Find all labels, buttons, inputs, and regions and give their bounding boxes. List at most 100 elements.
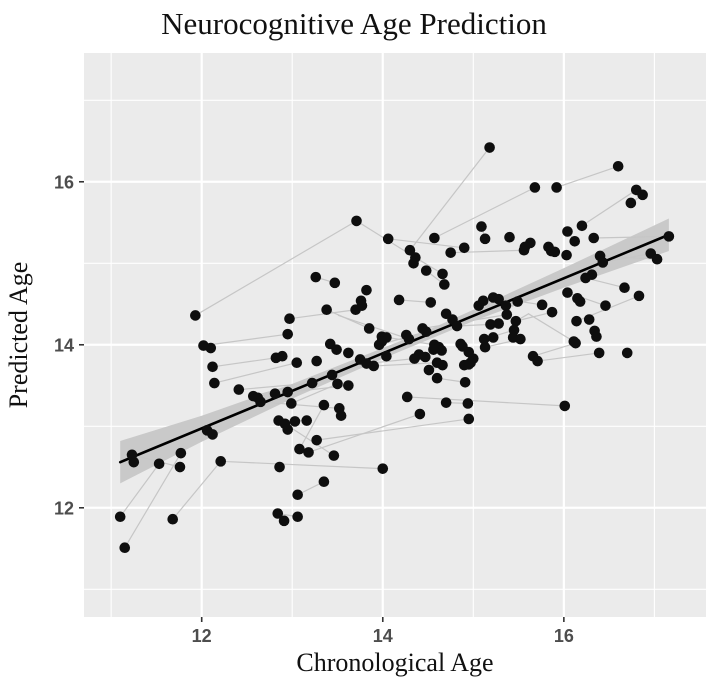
data-point [381,350,392,362]
data-point [515,333,526,345]
confidence-band [120,218,669,484]
subject-line [213,362,298,384]
subject-line [387,238,465,249]
subject-line [556,165,619,189]
data-point [209,377,220,389]
data-point [479,233,491,245]
data-point [637,189,648,201]
data-point [512,296,523,307]
data-point [350,304,361,316]
data-point [368,360,380,372]
subject-line [172,460,222,520]
data-point [619,282,630,294]
data-point [484,142,495,153]
data-point [651,253,663,265]
data-point [423,364,435,376]
data-point [583,314,595,325]
data-point [458,242,470,254]
data-point [561,249,572,261]
subject-line [284,423,335,457]
data-point [428,344,439,355]
data-point [463,359,475,370]
data-point [549,246,561,258]
data-point [663,231,675,242]
data-point [529,182,541,193]
x-tick-label: 16 [554,626,574,646]
data-point [485,319,496,330]
data-point [174,461,186,473]
data-point [190,310,201,321]
data-point [205,342,217,354]
data-point [393,294,405,306]
scatter-points [114,142,675,554]
subject-line [220,460,384,470]
data-point [318,476,330,488]
subject-line [202,333,289,347]
y-axis-title: Predicted Age [4,262,33,409]
subject-line [316,418,470,441]
data-point [373,339,385,351]
data-point [321,304,332,316]
data-point [621,347,633,359]
data-point [546,306,558,318]
data-point [343,347,354,359]
data-point [153,458,165,470]
data-point [363,323,375,334]
data-point [318,399,330,411]
data-point [270,352,282,364]
data-point [562,226,573,237]
data-point [382,233,394,245]
subject-line [593,235,670,239]
data-point [311,355,322,367]
data-point [272,508,284,519]
data-point [306,377,318,389]
x-axis-title: Chronological Age [296,648,493,677]
data-point [493,318,504,329]
data-point [425,297,437,308]
data-point [301,415,313,426]
data-point [119,542,131,554]
data-point [377,463,389,474]
subject-line [290,383,339,405]
y-tick-label: 16 [54,172,74,192]
confidence-band-polygon [120,218,669,484]
data-point [414,408,426,420]
data-point [420,265,432,276]
data-point [289,416,301,427]
data-point [286,398,297,409]
data-point [591,331,602,342]
subject-line [599,255,658,260]
data-point [536,299,548,311]
data-point [332,378,343,390]
data-point [612,160,624,172]
data-point [570,337,581,349]
data-point [404,244,416,256]
data-point [282,424,294,435]
data-point [282,386,294,398]
data-point [574,296,586,307]
subject-line [422,314,508,330]
subject-line [288,309,357,320]
data-point [326,369,338,381]
data-point [440,397,452,408]
subject-line [536,352,600,362]
data-point [462,398,474,409]
data-point [445,247,456,258]
data-point [487,332,499,343]
data-point [504,231,515,243]
data-point [479,341,491,353]
data-point [310,271,322,283]
y-tick-label: 14 [54,335,74,355]
data-point [292,511,303,523]
data-point [518,244,530,256]
subject-line [373,362,438,367]
data-point [328,450,340,461]
data-point [329,277,341,289]
data-point [311,434,322,446]
data-point [403,333,415,345]
data-point [571,315,582,327]
regression-line-path [118,233,671,464]
data-point [233,384,245,395]
